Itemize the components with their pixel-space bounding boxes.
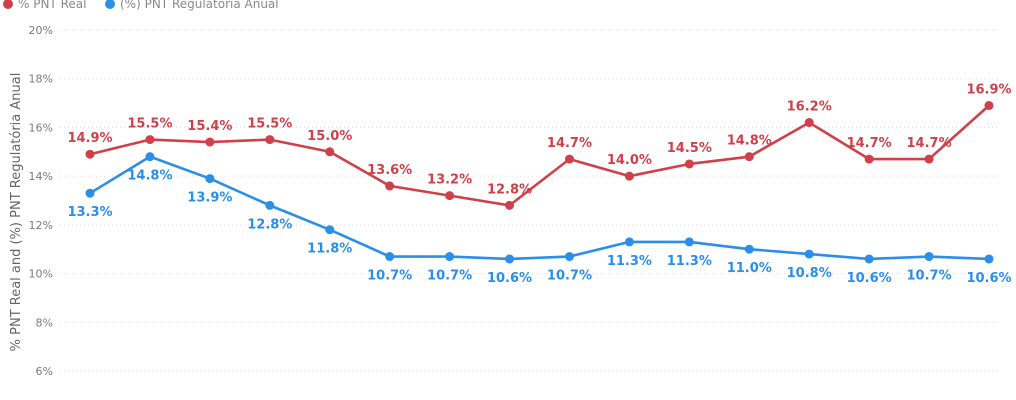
data-point[interactable] — [864, 254, 874, 264]
data-point[interactable] — [624, 237, 634, 247]
data-label: 11.0% — [727, 261, 772, 276]
legend-item-pnt-real[interactable]: % PNT Real — [3, 0, 86, 11]
y-tick-label: 16% — [29, 121, 53, 134]
data-point[interactable] — [85, 149, 95, 159]
data-label: 14.5% — [667, 141, 712, 156]
legend-label-pnt-real: % PNT Real — [18, 0, 86, 11]
data-label: 10.6% — [966, 271, 1011, 286]
data-point[interactable] — [684, 237, 694, 247]
data-label: 16.2% — [787, 100, 832, 115]
data-point[interactable] — [744, 152, 754, 162]
data-label: 13.6% — [367, 163, 412, 178]
series: 14.9% 15.5% 15.4% 15.5% 15.0% 13.6% 13.2% 12.8%… — [67, 83, 1011, 286]
series-line — [89, 104, 990, 207]
data-label: 15.5% — [127, 117, 172, 132]
data-point[interactable] — [505, 200, 515, 210]
data-label: 12.8% — [247, 217, 292, 232]
y-tick-label: 6% — [36, 365, 53, 378]
y-tick-label: 8% — [36, 316, 53, 329]
legend: % PNT Real (%) PNT Regulatória Anual — [3, 0, 279, 11]
data-point[interactable] — [145, 135, 155, 145]
legend-marker-pnt-regulatoria — [105, 0, 115, 9]
data-label: 14.0% — [607, 153, 652, 168]
data-point[interactable] — [325, 225, 335, 235]
data-point[interactable] — [564, 154, 574, 164]
data-label: 15.4% — [187, 119, 232, 134]
data-label: 11.3% — [667, 254, 712, 269]
data-label: 13.3% — [67, 205, 112, 220]
data-point[interactable] — [145, 152, 155, 162]
data-label: 10.7% — [427, 269, 472, 284]
data-point[interactable] — [744, 244, 754, 254]
data-point[interactable] — [624, 171, 634, 181]
data-label: 16.9% — [966, 83, 1011, 98]
data-point[interactable] — [984, 254, 994, 264]
y-tick-label: 14% — [29, 170, 53, 183]
data-point[interactable] — [85, 188, 95, 198]
data-label: 10.6% — [487, 271, 532, 286]
series-line — [89, 155, 990, 261]
data-point[interactable] — [804, 249, 814, 259]
data-point[interactable] — [385, 252, 395, 262]
y-tick-label: 18% — [29, 73, 53, 86]
data-label: 13.2% — [427, 173, 472, 188]
data-label: 10.8% — [787, 266, 832, 281]
data-point[interactable] — [385, 181, 395, 191]
legend-item-pnt-regulatoria[interactable]: (%) PNT Regulatória Anual — [105, 0, 279, 11]
data-point[interactable] — [924, 252, 934, 262]
data-label: 10.6% — [847, 271, 892, 286]
data-point[interactable] — [205, 137, 215, 147]
data-label: 14.8% — [127, 169, 172, 184]
data-point[interactable] — [265, 135, 275, 145]
data-label: 11.8% — [307, 242, 352, 257]
y-axis-ticks: 6% 8% 10% 12% 14% 16% 18% 20% — [29, 24, 53, 378]
series-1: 13.3% 14.8% 13.9% 12.8% 11.8% 10.7% 10.7% 10.6%… — [67, 152, 1012, 286]
data-point[interactable] — [984, 101, 994, 111]
data-point[interactable] — [924, 154, 934, 164]
data-label: 10.7% — [367, 269, 412, 284]
data-label: 14.8% — [727, 134, 772, 149]
y-tick-label: 20% — [29, 24, 53, 37]
gridlines — [60, 29, 1000, 372]
y-tick-label: 12% — [29, 219, 53, 232]
data-label: 14.7% — [547, 136, 592, 151]
data-point[interactable] — [325, 147, 335, 157]
data-label: 14.7% — [907, 136, 952, 151]
data-point[interactable] — [804, 118, 814, 128]
data-label: 14.9% — [67, 131, 112, 146]
data-point[interactable] — [505, 254, 515, 264]
data-point[interactable] — [445, 191, 455, 201]
data-label: 15.5% — [247, 117, 292, 132]
data-point[interactable] — [265, 200, 275, 210]
legend-label-pnt-regulatoria: (%) PNT Regulatória Anual — [120, 0, 279, 11]
y-tick-label: 10% — [29, 268, 53, 281]
data-label: 15.0% — [307, 129, 352, 144]
legend-marker-pnt-real — [3, 0, 13, 9]
data-point[interactable] — [445, 252, 455, 262]
data-point[interactable] — [864, 154, 874, 164]
data-point[interactable] — [205, 174, 215, 184]
data-label: 11.3% — [607, 254, 652, 269]
data-point[interactable] — [684, 159, 694, 169]
data-label: 10.7% — [907, 269, 952, 284]
data-label: 10.7% — [547, 269, 592, 284]
data-label: 14.7% — [847, 136, 892, 151]
data-point[interactable] — [564, 252, 574, 262]
y-axis-title: % PNT Real and (%) PNT Regulatória Anual — [9, 73, 24, 352]
data-label: 12.8% — [487, 182, 532, 197]
data-label: 13.9% — [187, 191, 232, 206]
series-0: 14.9% 15.5% 15.4% 15.5% 15.0% 13.6% 13.2% 12.8%… — [67, 83, 1012, 210]
